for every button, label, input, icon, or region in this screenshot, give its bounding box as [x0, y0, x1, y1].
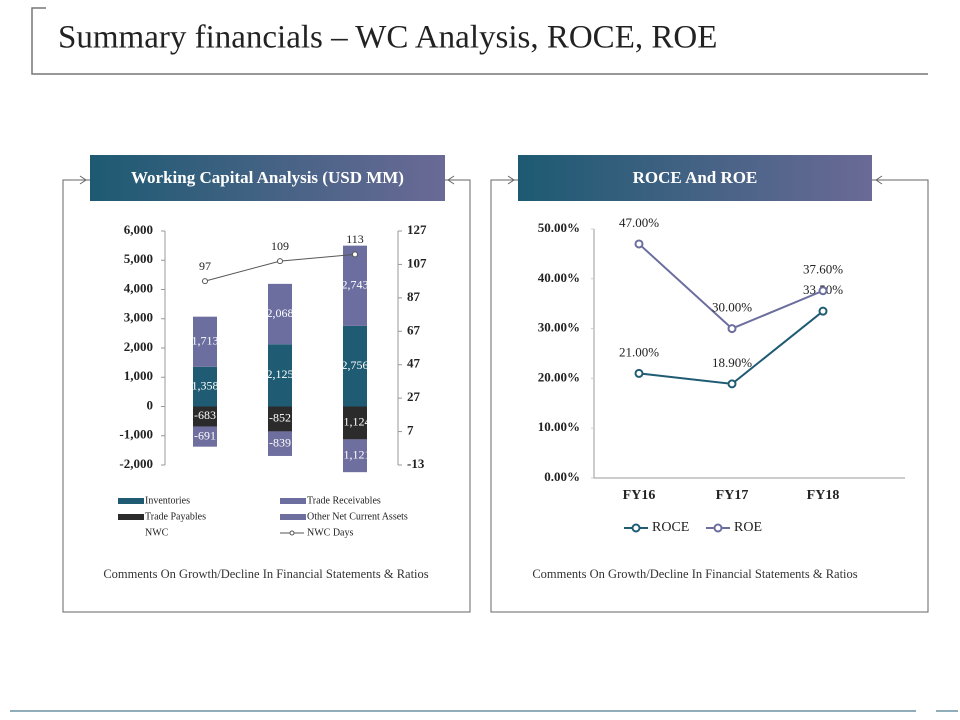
bar-segment: [268, 431, 292, 456]
bar-segment: [193, 366, 217, 407]
line-marker: [202, 278, 208, 285]
data-label: 113: [346, 232, 364, 246]
data-label: 97: [199, 259, 211, 273]
legend-swatch: [631, 523, 641, 533]
data-label: 2,125: [267, 367, 294, 381]
legend-swatch: [289, 530, 295, 536]
bar-segment: [268, 344, 292, 407]
bar-segment: [343, 439, 367, 473]
page-title: Summary financials – WC Analysis, ROCE, …: [58, 20, 717, 56]
legend-label: ROE: [734, 520, 762, 535]
line-marker: [727, 379, 737, 389]
legend-label: Inventories: [145, 495, 190, 506]
data-label: -852: [269, 411, 291, 425]
data-label: -691: [194, 428, 216, 442]
legend-label: NWC Days: [307, 527, 353, 538]
y-tick-label: 4,000: [124, 280, 153, 295]
legend-swatch: [118, 514, 144, 520]
x-tick-label: FY16: [623, 488, 656, 503]
line-marker: [277, 258, 283, 265]
y-tick-label: -2,000: [119, 456, 153, 471]
data-label: -1,121: [340, 448, 371, 462]
chart-title: Working Capital Analysis (USD MM): [90, 155, 445, 201]
line-marker: [727, 324, 737, 334]
data-label: -683: [194, 408, 216, 422]
data-label: 37.60%: [803, 262, 843, 277]
x-tick-label: FY17: [716, 488, 749, 503]
legend-label: Other Net Current Assets: [307, 511, 408, 522]
y-tick-label: 40.00%: [538, 270, 580, 285]
data-label: -839: [269, 435, 291, 449]
y2-tick-label: 107: [407, 255, 427, 270]
bar-segment: [268, 406, 292, 432]
comment: Comments On Growth/Decline In Financial …: [532, 567, 858, 581]
data-label: 2,756: [342, 358, 369, 372]
y2-tick-label: 87: [407, 289, 421, 304]
y2-tick-label: 127: [407, 222, 427, 237]
line-marker: [352, 251, 358, 258]
y-tick-label: 2,000: [124, 339, 153, 354]
bar-segment: [343, 325, 367, 407]
y-tick-label: 30.00%: [538, 320, 580, 335]
data-label: 47.00%: [619, 215, 659, 230]
y-tick-label: 3,000: [124, 310, 153, 325]
y-tick-label: 1,000: [124, 368, 153, 383]
chart-title: ROCE And ROE: [518, 155, 872, 201]
data-label: 1,713: [192, 333, 219, 347]
right-panel: [490, 179, 929, 613]
y-tick-label: 20.00%: [538, 369, 580, 384]
comment: Comments On Growth/Decline In Financial …: [103, 567, 429, 581]
data-label: 1,358: [192, 378, 219, 392]
legend-swatch: [280, 498, 306, 504]
bar-segment: [193, 316, 217, 367]
y-tick-label: 0.00%: [544, 469, 580, 484]
line: [638, 243, 824, 330]
bar-segment: [343, 245, 367, 326]
y-tick-label: 5,000: [124, 251, 153, 266]
bar-segment: [343, 406, 367, 440]
y-tick-label: 6,000: [124, 222, 153, 237]
y-tick-label: -1,000: [119, 427, 153, 442]
y-tick-label: 0: [147, 397, 154, 412]
y2-tick-label: -13: [407, 456, 425, 471]
y2-tick-label: 67: [407, 322, 421, 337]
data-label: 2,743: [342, 278, 369, 292]
bar-segment: [193, 426, 217, 447]
y2-tick-label: 47: [407, 356, 421, 371]
y-tick-label: 50.00%: [538, 220, 580, 235]
x-tick-label: FY18: [807, 488, 840, 503]
y2-tick-label: 7: [407, 423, 414, 438]
data-label: 18.90%: [712, 355, 752, 370]
line-marker: [634, 239, 644, 249]
line-marker: [818, 286, 828, 296]
legend-label: Trade Payables: [145, 511, 206, 522]
data-label: -1,124: [340, 415, 371, 429]
line-marker: [818, 306, 828, 316]
line-marker: [634, 368, 644, 378]
connector: [491, 175, 928, 185]
bar-segment: [193, 406, 217, 427]
y-tick-label: 10.00%: [538, 419, 580, 434]
legend-label: NWC: [145, 527, 169, 538]
legend-label: Trade Receivables: [307, 495, 381, 506]
connector: [63, 175, 470, 185]
title-frame: [31, 7, 928, 75]
bar-segment: [268, 283, 292, 345]
y2-tick-label: 27: [407, 389, 421, 404]
data-label: 21.00%: [619, 344, 659, 359]
legend-swatch: [280, 514, 306, 520]
data-label: 30.00%: [712, 300, 752, 315]
legend-label: ROCE: [652, 520, 689, 535]
line: [638, 310, 824, 385]
data-label: 2,068: [267, 306, 294, 320]
data-label: 109: [271, 239, 289, 253]
legend-swatch: [118, 498, 144, 504]
legend-swatch: [713, 523, 723, 533]
